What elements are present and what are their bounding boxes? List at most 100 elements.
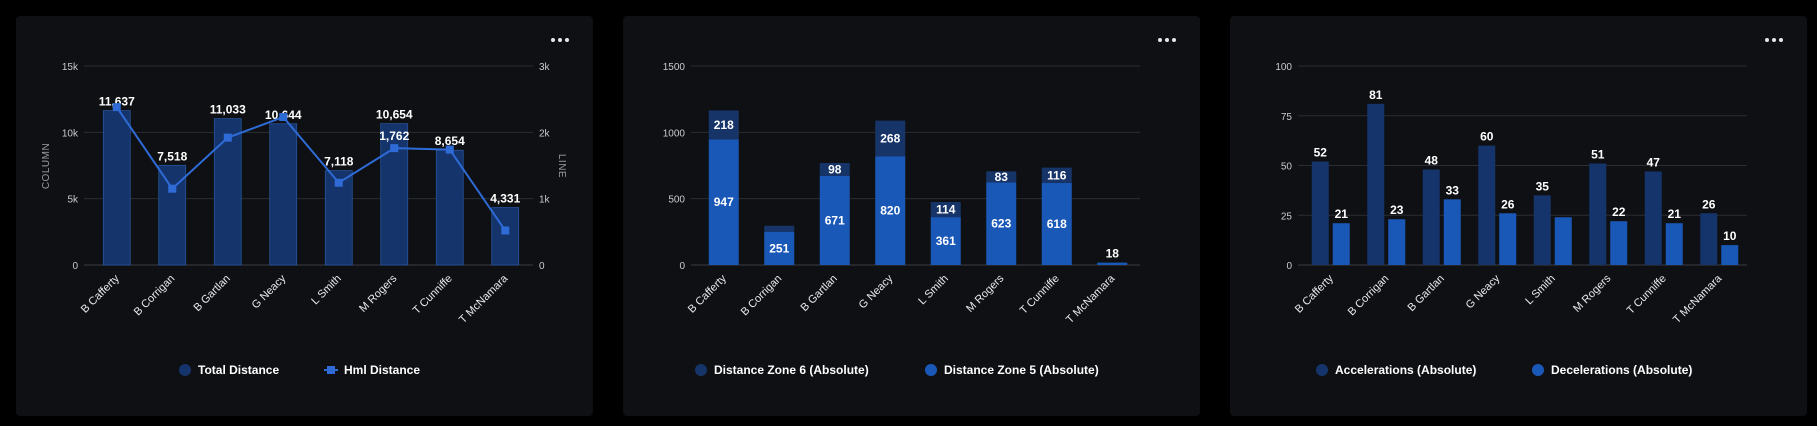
chart-menu-button[interactable] — [1763, 34, 1785, 46]
y-tick-label: 50 — [1281, 162, 1293, 173]
x-tick-label: B Cafferty — [686, 272, 729, 315]
bar-decelerations — [1554, 217, 1572, 265]
data-label: 83 — [995, 170, 1009, 184]
bar-total-distance — [158, 164, 187, 266]
bar-distance-zone-5 — [708, 139, 739, 265]
chart-menu-button[interactable] — [1156, 34, 1178, 46]
bar-total-distance — [435, 149, 464, 266]
bar-distance-zone-6 — [1041, 167, 1072, 184]
data-label: 81 — [1369, 88, 1383, 102]
bar-accelerations — [1367, 103, 1385, 265]
x-tick-label: T Cunniffe — [411, 273, 455, 317]
bar-accelerations — [1478, 145, 1496, 265]
x-tick-label: L Smith — [916, 273, 951, 308]
legend-circle-swatch — [695, 364, 707, 376]
line-data-label: 1,762 — [379, 129, 409, 143]
legend-circle-swatch — [1316, 364, 1328, 376]
line-hml-distance — [115, 106, 507, 232]
data-label: 35 — [1536, 179, 1550, 193]
y2-tick-label: 2k — [539, 128, 551, 139]
x-tick-label: M Rogers — [1571, 272, 1614, 315]
y2-tick-label: 3k — [539, 62, 551, 73]
y-tick-label: 5k — [67, 195, 79, 206]
x-tick-label: T McNamara — [1671, 272, 1725, 326]
bar-accelerations — [1311, 161, 1329, 265]
legend-circle-swatch — [1532, 364, 1544, 376]
legend-label: Accelerations (Absolute) — [1335, 363, 1476, 377]
bar-decelerations — [1443, 199, 1461, 265]
bar-total-distance — [102, 110, 131, 266]
y-tick-label: 1500 — [663, 62, 686, 73]
bar-decelerations — [1332, 223, 1350, 265]
data-label: 116 — [1047, 168, 1067, 182]
bar-distance-zone-5 — [1041, 183, 1072, 265]
data-label: 8,654 — [435, 134, 465, 148]
legend-circle-swatch — [925, 364, 937, 376]
bar-accelerations — [1422, 169, 1440, 265]
bar-accelerations — [1533, 195, 1551, 265]
bar-accelerations — [1589, 163, 1607, 265]
y-tick-label: 500 — [668, 195, 685, 206]
bar-decelerations — [1721, 245, 1739, 265]
legend-label: Hml Distance — [344, 363, 420, 377]
bar-distance-zone-5 — [875, 156, 906, 265]
data-label: 114 — [936, 203, 956, 217]
data-label: 947 — [714, 195, 734, 209]
bar-decelerations — [1665, 223, 1683, 265]
line-point-hml-distance — [334, 178, 343, 187]
y2-tick-label: 0 — [539, 261, 545, 272]
data-label: 11,637 — [99, 95, 135, 109]
y-tick-label: 100 — [1275, 62, 1292, 73]
bar-distance-zone-6 — [819, 162, 850, 176]
data-label: 26 — [1501, 197, 1515, 211]
data-label: 47 — [1647, 155, 1661, 169]
line-point-hml-distance — [501, 226, 510, 235]
bar-distance-zone-6 — [764, 225, 795, 232]
bar-total-distance — [213, 118, 242, 266]
data-label: 18 — [1106, 247, 1120, 261]
chart-menu-button[interactable] — [549, 34, 571, 46]
data-label: 268 — [880, 131, 900, 145]
bar-accelerations — [1644, 171, 1662, 265]
data-label: 361 — [936, 234, 956, 248]
distance-zones-chart-panel: 0 500 1000 1500 947 218 251 671 98 820 268 361 114 62… — [623, 16, 1200, 416]
bar-distance-zone-5 — [986, 182, 1017, 265]
x-tick-label: B Gartlan — [799, 273, 840, 314]
legend-label: Distance Zone 6 (Absolute) — [714, 363, 869, 377]
bar-distance-zone-6 — [986, 171, 1017, 183]
bar-decelerations — [1388, 219, 1406, 265]
bar-distance-zone-5 — [1097, 262, 1128, 265]
x-tick-label: T Cunniffe — [1625, 273, 1669, 317]
x-tick-label: B Cafferty — [1293, 272, 1336, 315]
legend-marker-swatch — [327, 366, 335, 374]
legend-label: Distance Zone 5 (Absolute) — [944, 363, 1099, 377]
accelerations-chart: 0 25 50 75 100 52 21 81 23 48 33 60 26 35 51 22 47 21 26 10… — [1275, 62, 1747, 377]
y-axis-title: COLUMN — [41, 143, 52, 189]
data-label: 11,033 — [210, 103, 246, 117]
data-label: 10 — [1723, 229, 1737, 243]
accelerations-chart-panel: 0 25 50 75 100 52 21 81 23 48 33 60 26 35 51 22 47 21 26 10… — [1230, 16, 1807, 416]
bar-total-distance — [269, 123, 298, 266]
data-label: 623 — [991, 217, 1011, 231]
data-label: 4,331 — [490, 192, 520, 206]
data-label: 51 — [1591, 148, 1605, 162]
line-point-hml-distance — [445, 145, 454, 154]
bar-distance-zone-5 — [930, 217, 961, 265]
x-tick-label: B Gartlan — [192, 273, 233, 314]
y2-axis-title: LINE — [556, 154, 567, 178]
y-tick-label: 15k — [62, 62, 79, 73]
y-tick-label: 0 — [72, 261, 78, 272]
data-label: 33 — [1446, 183, 1460, 197]
data-label: 820 — [880, 204, 900, 218]
data-label: 671 — [825, 213, 845, 227]
data-label: 22 — [1612, 205, 1626, 219]
legend-label: Total Distance — [198, 363, 279, 377]
data-label: 26 — [1702, 197, 1716, 211]
data-label: 10,654 — [376, 108, 413, 122]
x-tick-label: B Gartlan — [1406, 273, 1447, 314]
y-tick-label: 25 — [1281, 211, 1293, 222]
x-tick-label: B Corrigan — [739, 273, 785, 319]
legend-label: Decelerations (Absolute) — [1551, 363, 1692, 377]
x-tick-label: T Cunniffe — [1018, 273, 1062, 317]
bar-distance-zone-6 — [930, 201, 961, 218]
